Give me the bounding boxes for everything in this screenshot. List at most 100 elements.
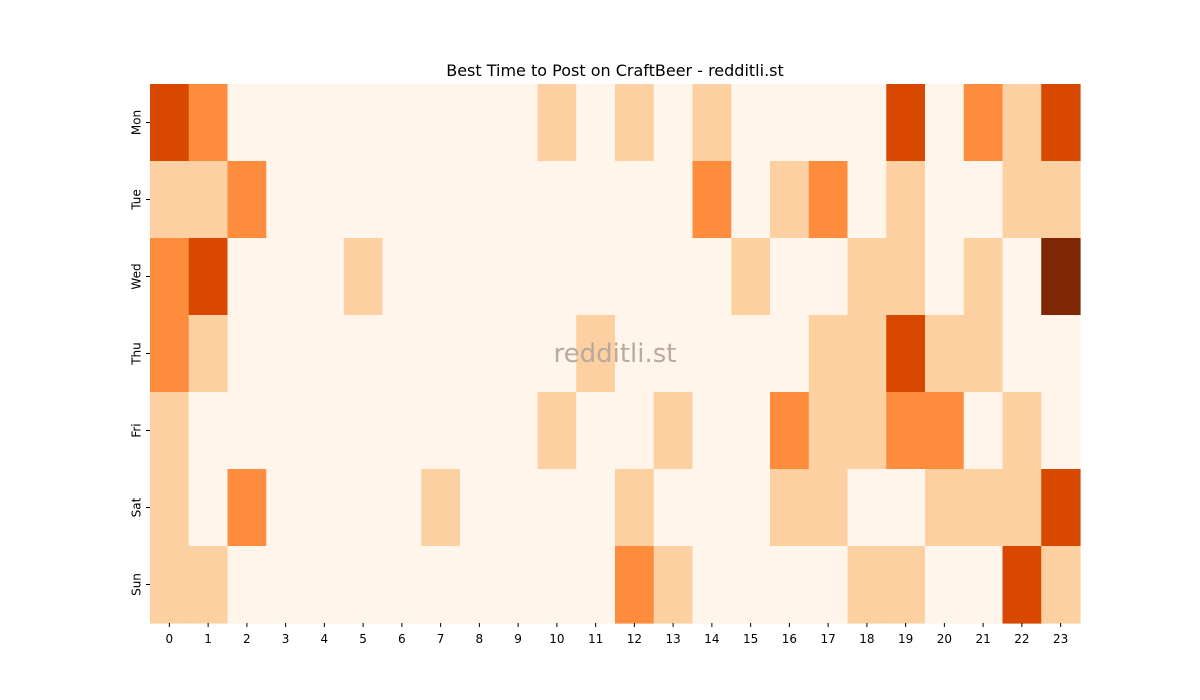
x-tick-label: 0: [166, 632, 174, 646]
heatmap-cell-thu-17: [808, 315, 849, 393]
heatmap-cell-sun-20: [925, 546, 965, 624]
heatmap-cell-mon-11: [576, 84, 616, 162]
heatmap-cell-wed-10: [537, 238, 577, 316]
x-tick-label: 22: [1014, 632, 1029, 646]
y-tick-label: Sat: [130, 497, 144, 517]
heatmap-cell-sat-20: [925, 469, 965, 547]
heatmap-cell-thu-20: [925, 315, 965, 393]
y-tick-label: Fri: [130, 423, 144, 437]
heatmap-cell-sun-12: [615, 546, 655, 624]
heatmap-cell-fri-9: [498, 392, 539, 470]
heatmap-cell-sat-23: [1041, 469, 1081, 547]
heatmap-cell-sat-7: [421, 469, 461, 547]
heatmap-cell-wed-6: [382, 238, 422, 316]
x-tick-label: 7: [437, 632, 445, 646]
x-axis: 0 1 2 3 4 5 6 7 8 9 10 11 12 13 14 15 16 17 18 19 20 21 22 23: [166, 623, 1068, 646]
heatmap-cell-wed-17: [808, 238, 849, 316]
heatmap-cell-fri-4: [305, 392, 345, 470]
heatmap-cell-fri-22: [1002, 392, 1042, 470]
heatmap-cell-tue-16: [770, 161, 810, 239]
heatmap-cell-sun-13: [653, 546, 694, 624]
heatmap-cell-tue-14: [692, 161, 732, 239]
heatmap-cell-thu-7: [421, 315, 461, 393]
heatmap-cell-sun-19: [886, 546, 926, 624]
heatmap-cell-sat-5: [343, 469, 384, 547]
heatmap-cell-sat-16: [770, 469, 810, 547]
heatmap-cell-tue-23: [1041, 161, 1081, 239]
x-tick-label: 13: [665, 632, 680, 646]
heatmap-cell-thu-14: [692, 315, 732, 393]
heatmap-cell-fri-3: [266, 392, 306, 470]
heatmap-cell-mon-20: [925, 84, 965, 162]
heatmap-cell-sun-8: [460, 546, 500, 624]
heatmap-cell-tue-4: [305, 161, 345, 239]
x-tick-label: 4: [321, 632, 329, 646]
heatmap-cell-thu-3: [266, 315, 306, 393]
heatmap-cell-wed-4: [305, 238, 345, 316]
heatmap-cell-mon-5: [343, 84, 384, 162]
heatmap-cell-sun-9: [498, 546, 539, 624]
heatmap-cell-sat-8: [460, 469, 500, 547]
heatmap-cell-fri-19: [886, 392, 926, 470]
heatmap-cell-mon-14: [692, 84, 732, 162]
heatmap-cell-sat-12: [615, 469, 655, 547]
heatmap-cell-sun-17: [808, 546, 849, 624]
heatmap-cell-thu-23: [1041, 315, 1081, 393]
heatmap-cell-thu-4: [305, 315, 345, 393]
x-tick-label: 9: [514, 632, 522, 646]
heatmap-cell-sun-2: [227, 546, 267, 624]
heatmap-cell-thu-10: [537, 315, 577, 393]
heatmap-cell-fri-16: [770, 392, 810, 470]
heatmap-cell-wed-13: [653, 238, 694, 316]
heatmap-cell-sun-21: [963, 546, 1004, 624]
heatmap-cell-wed-21: [963, 238, 1004, 316]
heatmap-cell-mon-22: [1002, 84, 1042, 162]
heatmap-cell-mon-13: [653, 84, 694, 162]
heatmap-cell-sun-7: [421, 546, 461, 624]
watermark: redditli.st: [554, 339, 677, 369]
heatmap-cell-sun-1: [188, 546, 229, 624]
x-tick-label: 10: [549, 632, 564, 646]
heatmap-cell-wed-2: [227, 238, 267, 316]
heatmap-cell-fri-2: [227, 392, 267, 470]
heatmap-cell-mon-17: [808, 84, 849, 162]
x-tick-label: 19: [898, 632, 913, 646]
x-tick-label: 11: [588, 632, 603, 646]
x-tick-label: 6: [398, 632, 406, 646]
heatmap-cell-sun-14: [692, 546, 732, 624]
x-tick-label: 17: [820, 632, 835, 646]
x-tick-label: 12: [627, 632, 642, 646]
heatmap-cell-sat-14: [692, 469, 732, 547]
heatmap-cell-fri-11: [576, 392, 616, 470]
heatmap-cell-wed-23: [1041, 238, 1081, 316]
heatmap-cell-wed-15: [731, 238, 771, 316]
heatmap-cell-tue-17: [808, 161, 849, 239]
heatmap-cell-thu-2: [227, 315, 267, 393]
heatmap-cell-sun-23: [1041, 546, 1081, 624]
heatmap-cell-thu-0: [150, 315, 190, 393]
heatmap-cell-mon-10: [537, 84, 577, 162]
heatmap-cell-mon-0: [150, 84, 190, 162]
heatmap-cell-thu-8: [460, 315, 500, 393]
heatmap-cell-tue-18: [847, 161, 887, 239]
heatmap-cell-fri-8: [460, 392, 500, 470]
heatmap-cell-wed-22: [1002, 238, 1042, 316]
heatmap-cell-tue-2: [227, 161, 267, 239]
heatmap-cell-wed-11: [576, 238, 616, 316]
heatmap-cell-sat-0: [150, 469, 190, 547]
heatmap-cell-mon-16: [770, 84, 810, 162]
heatmap-cell-thu-22: [1002, 315, 1042, 393]
heatmap-cell-tue-21: [963, 161, 1004, 239]
heatmap-cell-wed-9: [498, 238, 539, 316]
heatmap-cell-sun-4: [305, 546, 345, 624]
heatmap-cell-mon-1: [188, 84, 229, 162]
heatmap-cell-mon-4: [305, 84, 345, 162]
heatmap-cell-fri-21: [963, 392, 1004, 470]
x-tick-label: 2: [243, 632, 251, 646]
heatmap-cell-thu-19: [886, 315, 926, 393]
heatmap-cell-mon-7: [421, 84, 461, 162]
heatmap-cell-wed-0: [150, 238, 190, 316]
heatmap-cell-tue-22: [1002, 161, 1042, 239]
y-tick-label: Wed: [130, 263, 144, 289]
